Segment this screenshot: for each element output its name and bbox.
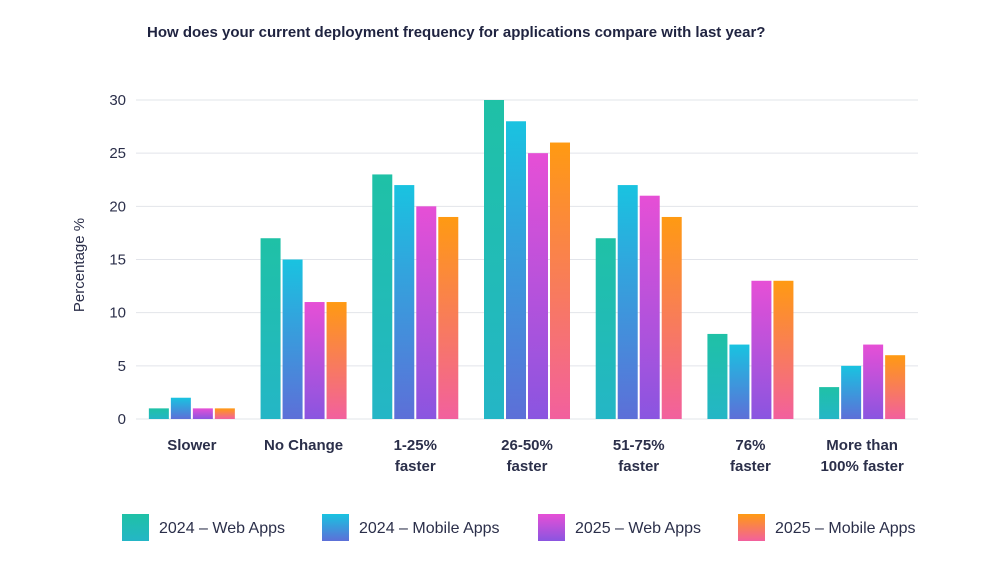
bar <box>326 302 347 419</box>
bar <box>506 121 526 420</box>
legend-swatch <box>738 514 765 541</box>
y-tick-label: 0 <box>118 411 126 428</box>
x-category-label: 26-50% <box>501 437 553 454</box>
x-category-label: faster <box>730 458 771 475</box>
legend-label: 2024 – Web Apps <box>159 520 285 537</box>
bar <box>819 387 840 419</box>
bar <box>214 408 235 419</box>
bar <box>885 355 906 419</box>
bar <box>751 280 772 419</box>
bar <box>170 397 191 419</box>
legend-label: 2025 – Web Apps <box>575 520 701 537</box>
y-axis-ticks: 0 5 10 15 20 25 30 <box>109 92 126 428</box>
bar <box>192 408 213 419</box>
y-axis-title: Percentage % <box>71 218 88 312</box>
legend-swatch <box>538 514 565 541</box>
bar <box>394 185 415 419</box>
y-tick-label: 15 <box>109 252 126 269</box>
x-category-label: faster <box>618 458 659 475</box>
bar <box>550 142 570 420</box>
x-category-label: faster <box>395 458 436 475</box>
y-tick-label: 25 <box>109 145 126 162</box>
x-category-label: 1-25% <box>394 437 437 454</box>
bar <box>304 302 325 419</box>
x-axis-categories: Slower No Change 1-25% faster 26-50% faster 51… <box>167 437 904 475</box>
x-category-label: 51-75% <box>613 437 665 454</box>
bar <box>639 195 660 419</box>
x-category-label: More than <box>826 437 898 454</box>
bar <box>372 174 393 419</box>
bar <box>661 216 682 419</box>
bar <box>595 238 616 419</box>
gridlines <box>136 99 918 420</box>
bar <box>260 238 281 419</box>
bar <box>438 216 459 419</box>
bars <box>148 100 906 420</box>
y-tick-label: 10 <box>109 305 126 322</box>
bar <box>863 344 884 419</box>
y-tick-label: 5 <box>118 358 126 375</box>
bar <box>282 259 303 419</box>
x-category-label: Slower <box>167 437 216 454</box>
x-category-label: No Change <box>264 437 343 454</box>
x-category-label: faster <box>507 458 548 475</box>
x-category-label: 100% faster <box>820 458 904 475</box>
bar <box>707 333 728 419</box>
bar <box>416 206 437 419</box>
bar <box>773 280 794 419</box>
legend-label: 2024 – Mobile Apps <box>359 520 500 537</box>
legend-swatch <box>322 514 349 541</box>
legend-label: 2025 – Mobile Apps <box>775 520 916 537</box>
x-category-label: 76% <box>735 437 765 454</box>
bar <box>729 344 750 419</box>
legend-swatch <box>122 514 149 541</box>
y-tick-label: 30 <box>109 92 126 109</box>
bar <box>148 408 169 419</box>
bar <box>528 153 548 419</box>
bar <box>484 100 504 419</box>
bar <box>617 185 638 419</box>
bar <box>841 365 862 419</box>
y-tick-label: 20 <box>109 198 126 215</box>
chart-title: How does your current deployment frequen… <box>147 24 766 41</box>
legend: 2024 – Web Apps 2024 – Mobile Apps 2025 – … <box>122 514 916 541</box>
